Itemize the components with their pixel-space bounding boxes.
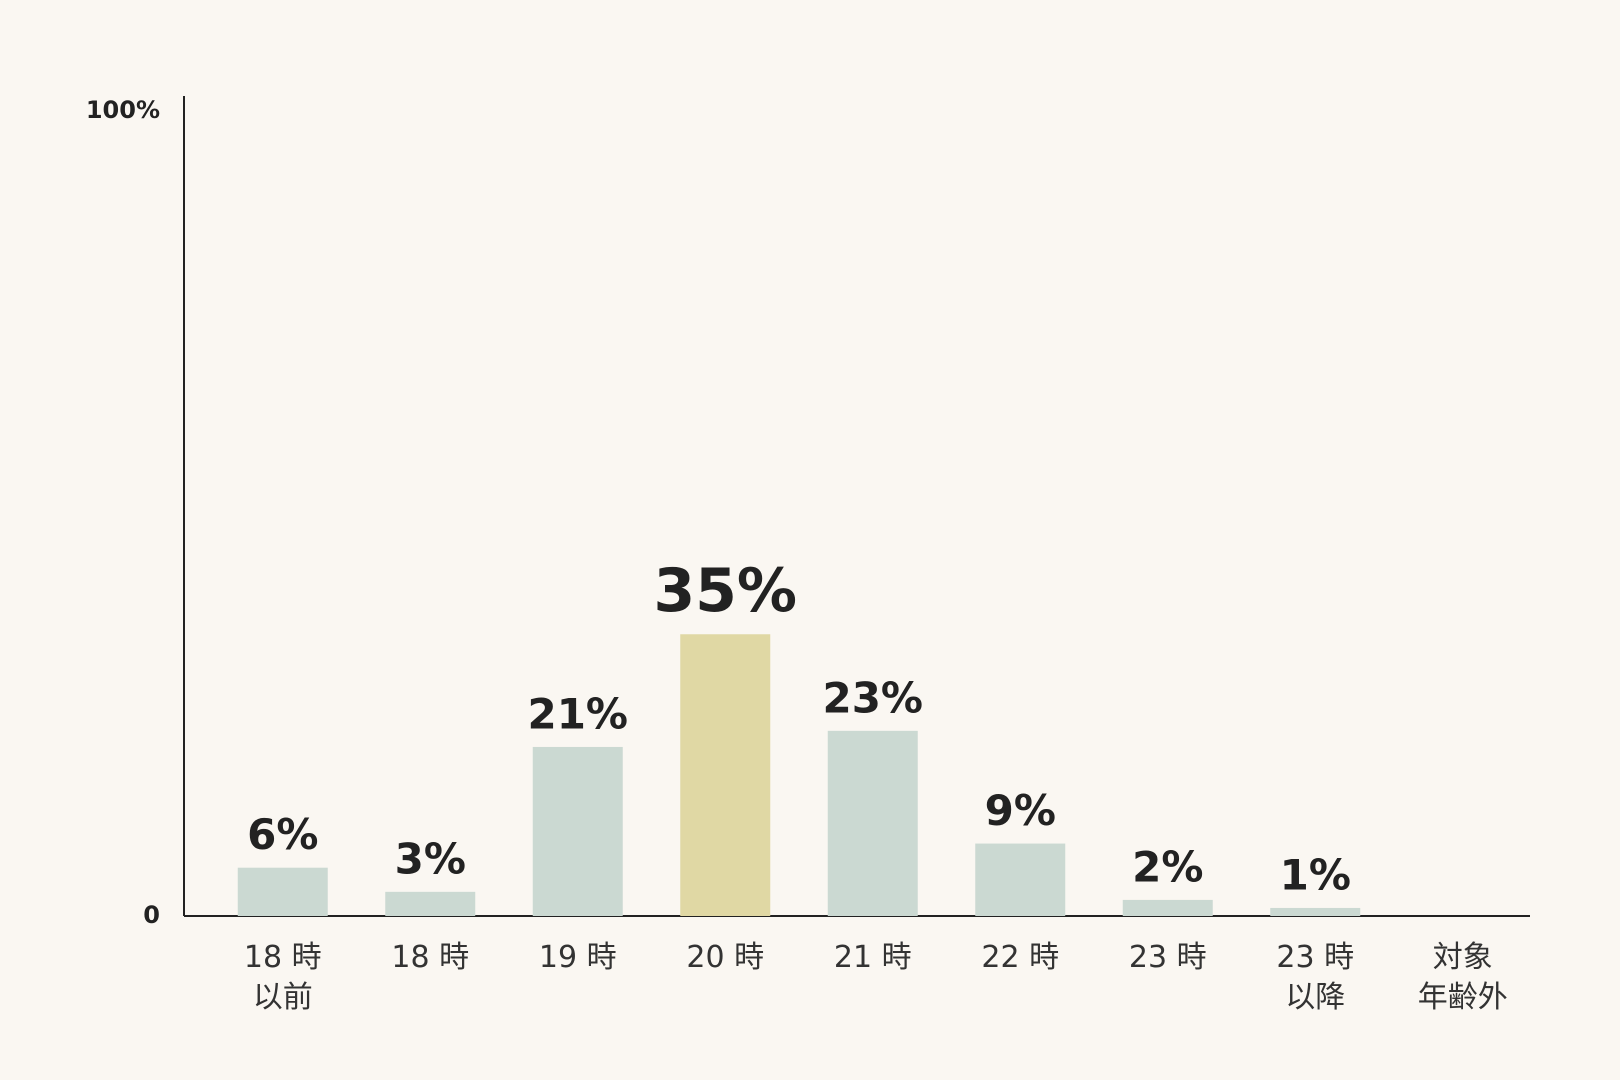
x-tick-label: 23 時: [1128, 940, 1207, 975]
value-label: 9%: [985, 786, 1056, 835]
bar: [1270, 907, 1361, 916]
value-label: 23%: [822, 673, 923, 722]
y-tick-label: 0: [143, 901, 160, 929]
x-tick-label: 19 時: [538, 940, 617, 975]
value-label: 21%: [527, 689, 628, 738]
x-tick-label: 20 時: [686, 940, 765, 975]
bar: [237, 867, 328, 916]
value-label: 6%: [247, 810, 318, 859]
bar: [680, 634, 771, 916]
x-tick-label: 18 時 以前: [243, 940, 322, 1015]
x-tick-label: 18 時: [391, 940, 470, 975]
bar: [532, 746, 623, 916]
bar: [1122, 899, 1213, 916]
bar: [385, 891, 476, 916]
x-tick-label: 22 時: [981, 940, 1060, 975]
value-label: 3%: [395, 834, 466, 883]
y-tick-label: 100%: [86, 96, 160, 124]
bar: [827, 730, 918, 916]
value-label: 1%: [1280, 850, 1351, 899]
x-tick-label: 対象 年齢外: [1417, 940, 1508, 1015]
bar: [975, 843, 1066, 916]
x-tick-label: 21 時: [833, 940, 912, 975]
value-label: 35%: [653, 556, 797, 626]
x-tick-label: 23 時 以降: [1276, 940, 1355, 1015]
value-label: 2%: [1132, 842, 1203, 891]
